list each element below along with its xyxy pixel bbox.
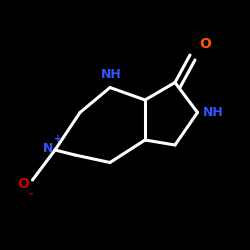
Text: O: O — [199, 37, 210, 51]
Text: N: N — [44, 142, 54, 155]
Text: +: + — [54, 134, 62, 144]
Text: NH: NH — [202, 106, 223, 119]
Text: O: O — [17, 177, 29, 191]
Text: NH: NH — [101, 68, 121, 81]
Text: -: - — [29, 189, 34, 199]
